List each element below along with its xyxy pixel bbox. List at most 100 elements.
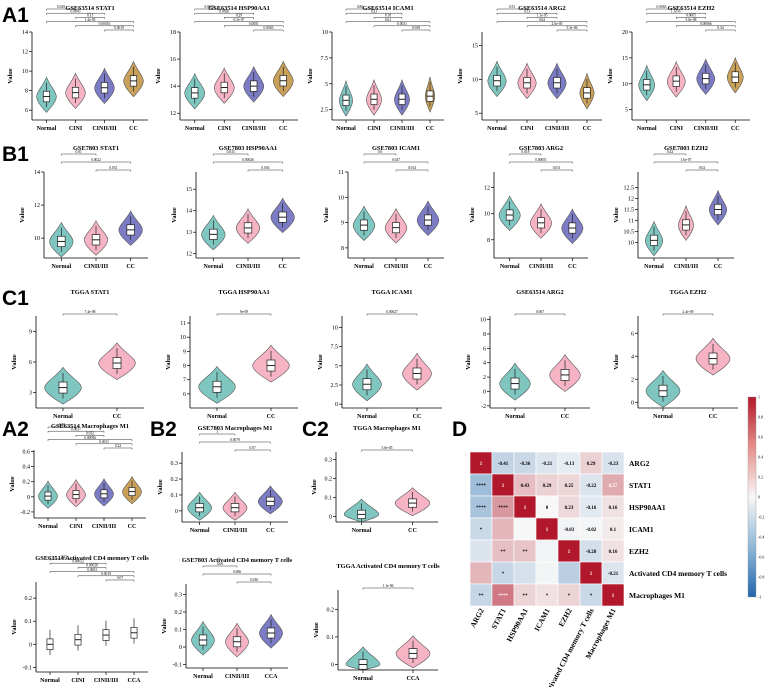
p-value-1: 0.0022	[91, 158, 101, 162]
x-tick-label: CC	[413, 414, 422, 420]
heatmap-cell-label: 0.16	[609, 550, 618, 555]
p-value-2: 0.036	[261, 166, 269, 170]
x-tick-label: CINII/III	[236, 264, 261, 270]
p-value-2: 0.031	[109, 166, 117, 170]
y-tick-label: 9	[29, 329, 32, 335]
p-bracket-5	[105, 30, 134, 32]
colorbar-tick-label: -1	[758, 595, 761, 600]
p-bracket-2	[237, 582, 271, 584]
y-tick-label: 12	[22, 50, 28, 56]
y-tick-label: 16	[170, 57, 176, 63]
figure: A1 B1 C1 A2 B2 C2 D GSE63514 STAT1681012…	[0, 0, 770, 687]
colorbar-tick-label: -0.8	[758, 575, 764, 580]
y-tick-label: 0.1	[175, 628, 183, 634]
colorbar-tick-label: 0	[758, 495, 760, 500]
y-tick-label: 0.2	[327, 607, 335, 613]
y-tick-label: 0.2	[171, 477, 179, 483]
y-axis-label: Value	[307, 68, 314, 84]
x-tick-label: CINI	[69, 126, 83, 132]
y-tick-label: -2	[481, 404, 486, 410]
p-bracket-0	[663, 314, 713, 316]
x-tick-label: Normal	[185, 126, 205, 132]
heatmap-cell-label: -0.21	[608, 572, 619, 577]
heatmap-cell-label: -0.21	[542, 462, 553, 467]
heatmap-row-label: STAT1	[629, 481, 651, 490]
p-value-0: 0.06	[217, 562, 223, 566]
p-value-0: 9e-09	[240, 310, 248, 314]
y-tick-label: 8	[487, 238, 490, 244]
y-tick-label: 6	[29, 360, 32, 366]
colorbar-tick-label: -0.4	[758, 535, 764, 540]
p-bracket-3	[497, 22, 587, 24]
chart-c2-m1: TGGA Macrophages M100.10.20.3ValueNormal…	[311, 425, 438, 534]
x-tick-label: CC	[714, 264, 723, 270]
y-tick-label: 10.5	[624, 230, 635, 236]
y-tick-label: 12.5	[624, 185, 635, 191]
y-tick-label: -0.2	[21, 510, 31, 516]
y-tick-label: 7.5	[331, 345, 339, 351]
heatmap-cell-label: -0.03	[564, 528, 575, 533]
chart-a1-icam1: GSE63514 ICAM12.557.510ValueNormal CINI CI…	[307, 5, 444, 132]
x-tick-label: CINII/III	[225, 674, 250, 680]
x-tick-label: Normal	[505, 414, 525, 420]
x-tick-label: Normal	[500, 264, 520, 270]
chart-title: GSE63514 HSP90AA1	[208, 5, 270, 12]
y-tick-label: 10	[332, 326, 338, 332]
p-value-0: 0.58	[59, 423, 65, 427]
p-bracket-4	[76, 444, 132, 446]
x-tick-label: CC	[426, 126, 435, 132]
p-value-3: 0.62	[539, 18, 545, 22]
chart-a1-arg2: GSE63514 ARG251015ValueNormal CINI CINII/I…	[457, 5, 602, 132]
heatmap-cell	[536, 540, 558, 562]
y-axis-label: Value	[171, 207, 178, 223]
p-bracket-1	[203, 574, 271, 576]
chart-a2-cd4: GSE63514 Activated CD4 memory T cells-0.…	[11, 555, 149, 684]
y-tick-label: 0.2	[325, 476, 333, 482]
p-value-5: 0.22	[115, 444, 121, 448]
p-value-2: 0.02	[699, 166, 705, 170]
heatmap-cell-label: -0.22	[586, 484, 597, 489]
p-bracket-2	[541, 170, 572, 172]
p-bracket-4	[78, 576, 134, 578]
y-tick-label: 7	[183, 378, 186, 384]
heatmap-row-label: EZH2	[629, 547, 649, 556]
y-tick-label: 18	[170, 30, 176, 36]
p-bracket-5	[557, 30, 587, 32]
p-value-3: 1.4e-05	[85, 18, 96, 22]
x-tick-label: Normal	[193, 674, 213, 680]
y-axis-label: Value	[613, 207, 620, 223]
p-value-0: 1.1e-06	[383, 584, 394, 588]
y-axis-label: Value	[11, 619, 18, 635]
heatmap-cell	[558, 562, 580, 584]
p-value-4: 2.6e-05	[552, 22, 563, 26]
x-tick-label: CINII/III	[242, 126, 267, 132]
x-tick-label: Normal	[353, 676, 373, 682]
y-tick-label: 14	[170, 84, 176, 90]
x-tick-label: CINI	[367, 126, 381, 132]
p-value-5: 0.0019	[114, 26, 124, 30]
x-tick-label: CINII/III	[529, 264, 554, 270]
x-tick-label: CINII/III	[694, 126, 719, 132]
y-tick-label: 4	[483, 361, 486, 367]
y-tick-label: -0.1	[23, 665, 33, 671]
y-tick-label: 0	[329, 514, 332, 520]
p-value-1: 0.53	[524, 9, 530, 13]
p-value-0: 0.029	[57, 5, 65, 9]
panel-label-b2: B2	[150, 418, 177, 441]
p-value-1: 1.6e-07	[681, 158, 692, 162]
chart-a1-ezh2: GSE63514 EZH25101520ValueNormal CINI CINII…	[607, 5, 750, 132]
y-tick-label: 4	[631, 354, 634, 360]
chart-title: GSE7803 Macrophages M1	[198, 425, 273, 432]
p-bracket-1	[195, 13, 254, 15]
p-bracket-1	[200, 442, 271, 444]
heatmap-cell-label: 0.29	[587, 462, 596, 467]
y-tick-label: 2	[631, 377, 634, 383]
y-tick-label: 2.5	[331, 383, 339, 389]
chart-b1-stat1: GSE7803 STAT1101214ValueNormal CINII/III C…	[19, 145, 148, 270]
y-tick-label: 5	[335, 364, 338, 370]
p-bracket-1	[510, 162, 573, 164]
y-axis-label: Value	[157, 479, 164, 495]
colorbar-tick-label: 0.6	[758, 435, 763, 440]
p-bracket-0	[203, 566, 237, 568]
p-bracket-1	[647, 13, 706, 15]
